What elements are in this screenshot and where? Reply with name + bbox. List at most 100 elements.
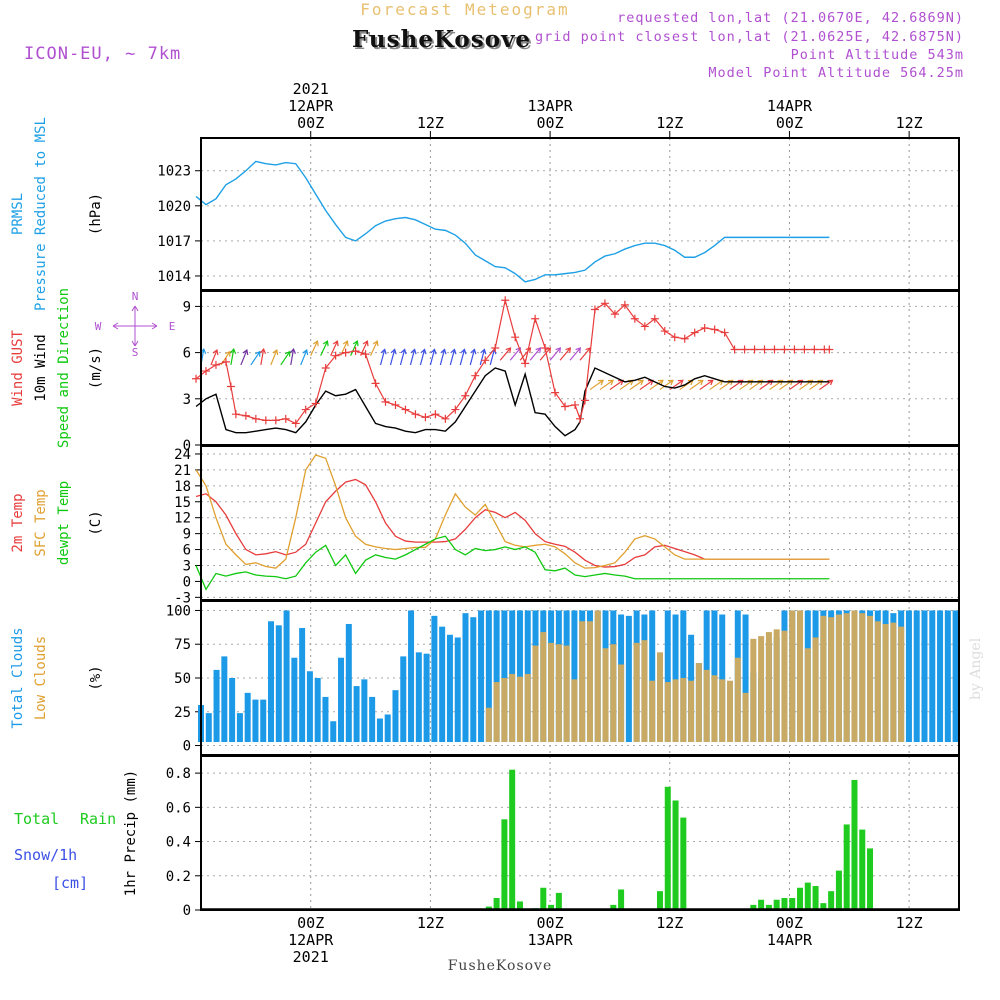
wind-direction-arrow	[389, 348, 397, 366]
total-cloud-bar	[470, 617, 477, 742]
wind-arrow-head	[707, 379, 714, 386]
y-axis-title: dewpt Temp	[56, 481, 72, 565]
y-tick-label: 6	[183, 346, 191, 362]
y-tick-label: 0.2	[166, 869, 191, 885]
gust-marker	[640, 322, 649, 331]
gust-marker	[381, 397, 390, 406]
wind-arrow-head	[460, 348, 467, 355]
top-time-label: 14APR	[767, 97, 813, 115]
gust-marker	[630, 314, 639, 323]
wind-arrow-head	[450, 348, 457, 355]
gust-marker	[810, 345, 819, 354]
bottom-time-label: 00Z	[297, 914, 324, 932]
gust-marker	[800, 345, 809, 354]
low-cloud-bar	[509, 673, 516, 742]
total-cloud-bar	[361, 679, 368, 742]
y-tick-label: -3	[174, 590, 191, 606]
wind-direction-arrow	[449, 348, 457, 366]
gust-marker	[770, 345, 779, 354]
wind-direction-arrow	[479, 348, 487, 366]
wind-arrow-head	[420, 348, 427, 355]
gust-marker	[226, 382, 235, 391]
wind-direction-arrow	[399, 348, 407, 366]
wind-arrow-shaft	[320, 340, 328, 356]
gust-marker	[311, 399, 320, 408]
rain-bar	[797, 887, 804, 910]
wind-arrow-head	[637, 379, 644, 386]
total-cloud-bar	[322, 696, 329, 742]
low-cloud-bar	[695, 663, 702, 742]
low-cloud-bar	[656, 652, 663, 742]
gust-marker	[421, 413, 430, 422]
wind-arrow-shaft	[429, 349, 436, 366]
wind-arrow-shaft	[629, 379, 644, 391]
low-cloud-bar	[618, 664, 625, 742]
wind-direction-arrow	[659, 379, 674, 391]
wind-arrow-head	[807, 379, 814, 386]
wind-arrow-head	[430, 348, 437, 355]
total-cloud-bar	[952, 610, 959, 742]
wind-direction-arrow	[370, 340, 379, 356]
wind-arrow-head	[667, 379, 674, 386]
wind-arrow-shaft	[479, 349, 485, 366]
gust-marker	[680, 334, 689, 343]
y-tick-label: 0.4	[166, 835, 191, 851]
gust-marker	[271, 416, 280, 425]
total-cloud-bar	[742, 614, 749, 742]
gust-marker	[301, 405, 310, 414]
wind-arrow-shaft	[659, 379, 674, 391]
y-tick-label: 6	[183, 543, 191, 559]
rain-bar	[867, 848, 874, 910]
gust-marker	[351, 347, 360, 356]
total-cloud-bar	[275, 625, 282, 742]
total-cloud-bar	[664, 610, 671, 742]
rain-bar	[835, 870, 842, 910]
rain-bar	[851, 779, 858, 910]
y-tick-label: 15	[174, 495, 191, 511]
low-cloud-bar	[586, 621, 593, 742]
wind-arrow-head	[787, 379, 794, 386]
wind-arrow-shaft	[819, 379, 833, 391]
wind-arrow-shaft	[519, 347, 531, 361]
y-tick-label: 50	[174, 671, 191, 687]
wind-direction-arrow	[529, 347, 542, 361]
rain-bar	[765, 904, 772, 910]
y-tick-label: 3	[183, 558, 191, 574]
y-tick-label: 0	[183, 739, 191, 755]
gust-marker	[481, 356, 490, 365]
rain-bar	[828, 891, 835, 910]
low-cloud-bar	[563, 645, 570, 742]
low-cloud-bar	[789, 610, 796, 742]
low-cloud-bar	[882, 623, 889, 742]
gust-marker	[750, 345, 759, 354]
precip-total-label: Total	[14, 810, 59, 828]
y-tick-label: 25	[174, 705, 191, 721]
total-cloud-bar	[493, 610, 500, 742]
total-cloud-bar	[649, 610, 656, 742]
wind-arrow-shaft	[549, 347, 561, 361]
low-cloud-bar	[750, 638, 757, 742]
total-cloud-bar	[415, 652, 422, 742]
model-label: ICON-EU, ~ 7km	[24, 44, 182, 64]
wind-arrow-shaft	[649, 379, 664, 391]
wind-direction-arrow	[699, 379, 714, 391]
gust-marker	[541, 343, 550, 352]
top-time-label: 00Z	[537, 114, 564, 132]
gust-marker	[780, 345, 789, 354]
gust-marker	[610, 310, 619, 319]
gust-marker	[730, 345, 739, 354]
wind-direction-arrow	[210, 349, 219, 366]
low-cloud-bar	[633, 642, 640, 742]
compass-rose-icon	[112, 305, 158, 347]
precip-unit-label: [cm]	[52, 874, 88, 892]
gust-marker	[660, 327, 669, 336]
wind-direction-arrow	[519, 347, 532, 361]
wind-arrow-head	[289, 348, 297, 355]
y-axis-title: Speed and Direction	[56, 288, 72, 448]
wind-direction-arrow	[819, 379, 834, 391]
gust-marker	[461, 391, 470, 400]
station-title: FusheKosove	[352, 26, 532, 53]
wind-direction-arrow	[310, 340, 319, 356]
total-cloud-bar	[291, 657, 298, 742]
low-cloud-bar	[867, 615, 874, 742]
